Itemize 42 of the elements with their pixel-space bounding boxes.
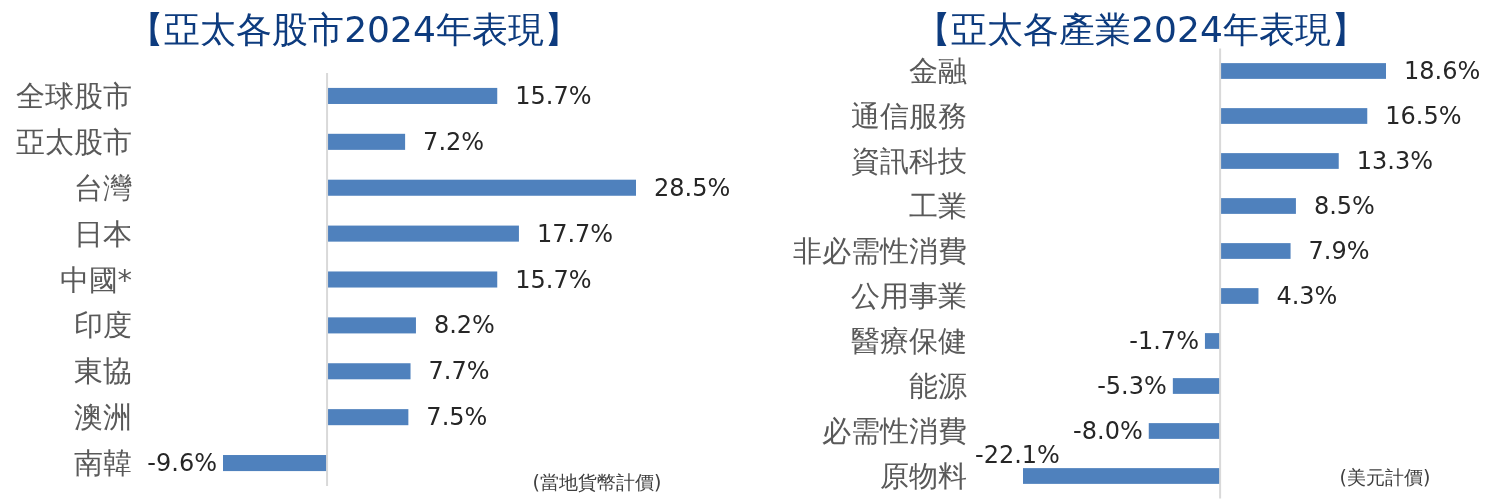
category-label: 日本 xyxy=(74,216,132,251)
data-label: 15.7% xyxy=(515,81,592,110)
data-label: -8.0% xyxy=(1073,417,1143,445)
annotation: (當地貨幣計價) xyxy=(532,471,662,493)
category-label: 資訊科技 xyxy=(851,144,967,178)
title: 【亞太各產業2024年表現】 xyxy=(915,8,1367,50)
data-label: 7.5% xyxy=(426,403,488,432)
category-label: 中國* xyxy=(59,262,132,297)
data-label: 7.9% xyxy=(1308,237,1370,265)
category-label: 能源 xyxy=(909,369,967,403)
data-label: 4.3% xyxy=(1276,282,1338,310)
data-label: -1.7% xyxy=(1129,327,1199,355)
data-label: 28.5% xyxy=(654,173,731,202)
data-label: 7.2% xyxy=(423,127,485,156)
category-label: 必需性消費 xyxy=(822,414,967,448)
data-label: 15.7% xyxy=(515,265,592,294)
category-label: 通信服務 xyxy=(851,99,967,133)
category-label: 公用事業 xyxy=(851,279,967,313)
data-label: 17.7% xyxy=(536,219,614,248)
data-label: 8.5% xyxy=(1313,192,1375,220)
category-label: 台灣 xyxy=(74,170,132,205)
category-label: 印度 xyxy=(74,308,132,343)
category-label: 東協 xyxy=(74,354,132,389)
category-label: 非必需性消費 xyxy=(793,234,967,268)
data-label: 18.6% xyxy=(1404,57,1481,85)
category-label: 全球股市 xyxy=(16,78,132,113)
data-label: -5.3% xyxy=(1097,372,1167,400)
data-label: 8.2% xyxy=(433,311,495,340)
category-label: 南韓 xyxy=(74,446,132,481)
data-label: -22.1% xyxy=(975,441,1060,470)
data-label: -9.6% xyxy=(147,449,217,478)
title: 【亞太各股市2024年表現】 xyxy=(128,8,580,50)
category-label: 澳洲 xyxy=(74,400,132,435)
category-label: 金融 xyxy=(909,54,967,88)
category-label: 原物料 xyxy=(880,459,967,493)
category-label: 醫療保健 xyxy=(851,324,967,358)
data-label: 16.5% xyxy=(1385,102,1462,130)
data-label: 7.7% xyxy=(428,357,490,386)
data-label: 13.3% xyxy=(1356,147,1433,175)
annotation: (美元計價) xyxy=(1339,466,1431,488)
category-label: 亞太股市 xyxy=(16,124,132,159)
category-label: 工業 xyxy=(909,189,967,223)
